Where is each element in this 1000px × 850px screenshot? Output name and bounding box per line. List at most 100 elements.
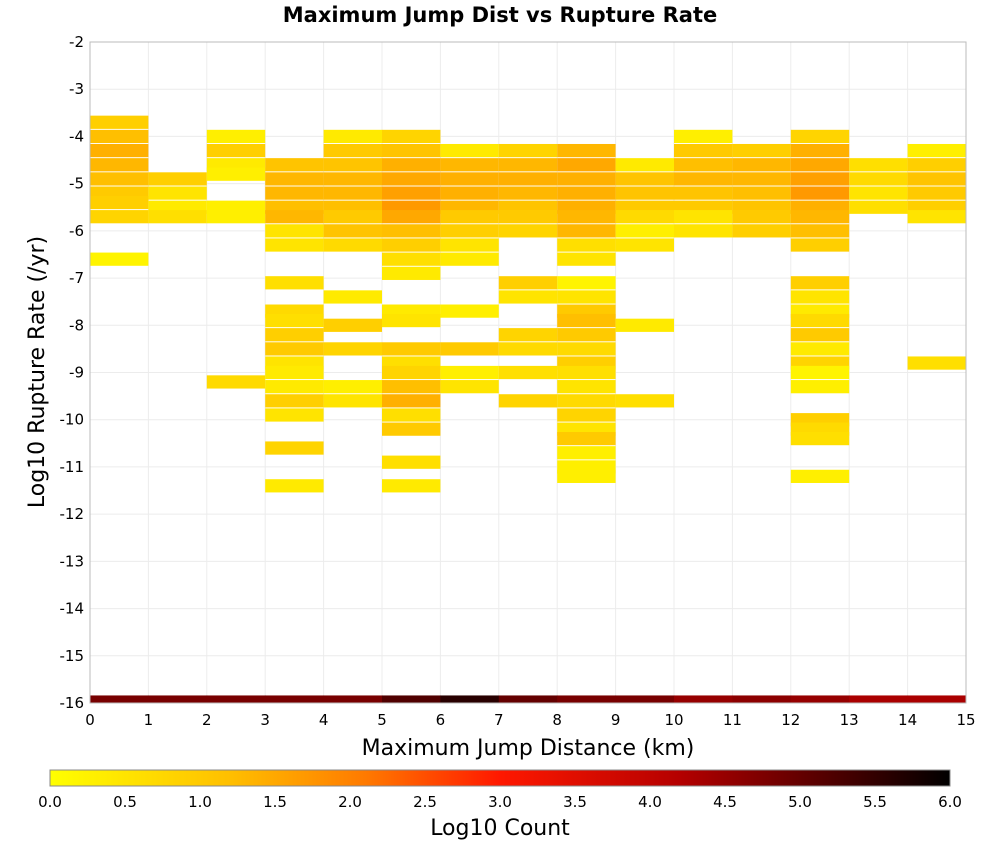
- heatmap-cell: [382, 695, 441, 703]
- heatmap-cell: [265, 186, 324, 200]
- heatmap-cell: [206, 129, 266, 144]
- heatmap-cell: [440, 238, 499, 252]
- heatmap-cell: [498, 158, 558, 172]
- heatmap-cell: [498, 210, 558, 224]
- heatmap-cell: [90, 195, 149, 210]
- heatmap-cell: [498, 342, 558, 356]
- heatmap-cell: [557, 276, 616, 290]
- heatmap-cell: [907, 356, 966, 370]
- heatmap-cell: [790, 342, 850, 356]
- heatmap-cell: [790, 695, 850, 703]
- y-tick-label: -2: [69, 33, 84, 51]
- heatmap-cell: [790, 276, 850, 290]
- heatmap-cell: [90, 143, 149, 158]
- y-tick-label: -7: [69, 269, 84, 287]
- heatmap-cell: [382, 342, 441, 356]
- heatmap-cell: [323, 210, 382, 224]
- heatmap-cell: [790, 469, 850, 483]
- plot-frame: [89, 41, 967, 704]
- heatmap-cell: [557, 431, 616, 446]
- colorbar: [49, 769, 951, 787]
- heatmap-cell: [907, 695, 967, 703]
- heatmap-cell: [382, 394, 441, 408]
- heatmap-cell: [498, 276, 558, 290]
- y-tick-label: -14: [60, 600, 85, 618]
- heatmap-cell: [557, 695, 617, 703]
- colorbar-tick-label: 0.5: [113, 793, 137, 811]
- heatmap-cell: [440, 342, 499, 356]
- heatmap-cell: [615, 186, 674, 200]
- heatmap-cell: [557, 224, 616, 238]
- heatmap-cell: [323, 290, 382, 304]
- y-tick-label: -13: [60, 552, 85, 570]
- heatmap-cell: [265, 380, 324, 394]
- heatmap-cell: [732, 210, 791, 224]
- heatmap-cell: [674, 158, 733, 172]
- heatmap-cell: [440, 252, 499, 266]
- heatmap-cells: [90, 115, 967, 703]
- heatmap-cell: [90, 172, 149, 186]
- x-tick-label: 11: [723, 711, 742, 729]
- heatmap-cell: [440, 365, 499, 380]
- x-tick-label: 1: [144, 711, 154, 729]
- x-tick-label: 4: [319, 711, 329, 729]
- heatmap-cell: [323, 318, 382, 332]
- heatmap-cell: [265, 365, 324, 380]
- x-tick-label: 2: [202, 711, 212, 729]
- heatmap-cell: [323, 394, 382, 408]
- heatmap-cell: [498, 394, 558, 408]
- heatmap-cell: [790, 365, 850, 380]
- y-axis-label: Log10 Rupture Rate (/yr): [25, 236, 50, 508]
- heatmap-cell: [557, 380, 616, 394]
- heatmap-cell: [790, 210, 850, 224]
- y-tick-label: -11: [60, 458, 85, 476]
- heatmap-cell: [498, 143, 558, 158]
- heatmap-cell: [732, 172, 791, 186]
- heatmap-cell: [382, 266, 441, 280]
- heatmap-cell: [440, 158, 499, 172]
- heatmap-cell: [557, 158, 616, 172]
- heatmap-cell: [732, 158, 791, 172]
- heatmap-cell: [323, 172, 382, 186]
- heatmap-cell: [557, 313, 616, 328]
- heatmap-cell: [907, 158, 966, 172]
- heatmap-cell: [206, 167, 266, 181]
- x-tick-label: 6: [436, 711, 446, 729]
- heatmap-cell: [265, 342, 324, 356]
- heatmap-cell: [265, 394, 324, 408]
- heatmap-cell: [265, 408, 324, 422]
- heatmap-cell: [90, 129, 149, 144]
- heatmap-cell: [790, 238, 850, 252]
- heatmap-cell: [557, 328, 616, 342]
- heatmap-cell: [732, 143, 791, 158]
- heatmap-cell: [790, 143, 850, 158]
- heatmap-cell: [732, 186, 791, 200]
- heatmap-cell: [674, 224, 733, 238]
- heatmap-cell: [440, 380, 499, 394]
- heatmap-cell: [206, 143, 266, 158]
- heatmap-cell: [265, 328, 324, 342]
- heatmap-cell: [323, 380, 382, 394]
- colorbar-ticks: 0.0 0.5 1.0 1.5 2.0 2.5 3.0 3.5 4.0 4.5 5.0 5.5 6.0: [38, 793, 962, 811]
- heatmap-cell: [615, 172, 674, 186]
- y-tick-label: -3: [69, 80, 84, 98]
- heatmap-cell: [674, 172, 733, 186]
- heatmap-cell: [498, 695, 558, 703]
- colorbar-tick-label: 4.5: [713, 793, 737, 811]
- heatmap-cell: [265, 158, 324, 172]
- heatmap-cell: [557, 408, 616, 422]
- heatmap-cell: [557, 210, 616, 224]
- heatmap-cell: [557, 446, 616, 460]
- heatmap-cell: [615, 318, 674, 332]
- heatmap-cell: [557, 143, 616, 158]
- heatmap-cell: [323, 129, 382, 144]
- heatmap-cell: [382, 252, 441, 266]
- heatmap-cell: [382, 313, 441, 328]
- heatmap-cell: [382, 129, 441, 144]
- x-axis-ticks: 0 1 2 3 4 5 6 7 8 9 10 11 12 13 14 15: [85, 711, 975, 729]
- heatmap-cell: [674, 129, 733, 144]
- x-tick-label: 9: [611, 711, 621, 729]
- heatmap-cell: [382, 365, 441, 380]
- heatmap-cell: [557, 238, 616, 252]
- heatmap-cell: [498, 365, 558, 380]
